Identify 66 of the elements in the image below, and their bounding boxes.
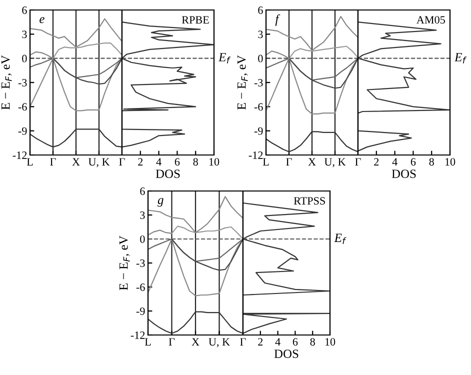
y-tick-label: 3 — [258, 30, 263, 38]
x-axis-title: DOS — [392, 170, 416, 178]
y-tick-label: -12 — [130, 331, 145, 339]
y-tick-label: 3 — [22, 30, 27, 38]
x-tick-label: Γ — [355, 158, 361, 166]
x-tick-label: 10 — [445, 158, 456, 166]
y-tick-label: -6 — [136, 283, 145, 291]
x-tick-label: X — [72, 158, 80, 166]
text: E$_{f}$ — [454, 53, 467, 64]
x-axis-title: DOS — [156, 170, 180, 178]
x-axis-title: DOS — [274, 350, 298, 358]
x-tick-label: 10 — [325, 338, 336, 346]
annotation: g — [158, 198, 164, 207]
x-tick-label: X — [308, 158, 316, 166]
y-tick-label: 3 — [140, 211, 145, 219]
y-tick-label: -6 — [18, 103, 27, 111]
x-tick-label: Γ — [50, 158, 56, 166]
x-tick-label: 8 — [429, 158, 434, 166]
x-tick-label: U, K — [208, 338, 230, 348]
y-axis-title: E − E$_{F}$, eV — [238, 55, 248, 110]
annotation: f — [275, 14, 280, 26]
y-axis-title: E − E$_{F}$, eV — [120, 236, 130, 290]
x-tick-label: 2 — [138, 158, 143, 166]
x-tick-label: U, K — [324, 158, 346, 168]
x-tick-label: 8 — [310, 338, 315, 346]
y-tick-label: -3 — [18, 78, 27, 86]
x-tick-label: 8 — [193, 158, 198, 166]
y-tick-label: 0 — [140, 235, 145, 243]
y-tick-label: 0 — [258, 54, 263, 62]
annotation: e — [40, 17, 44, 24]
x-tick-label: 4 — [392, 158, 398, 166]
annotation: AM05 — [416, 16, 445, 24]
y-tick-label: -6 — [254, 103, 263, 111]
x-tick-label: Γ — [286, 158, 292, 166]
y-tick-label: -9 — [254, 127, 263, 135]
x-tick-label: Γ — [240, 338, 246, 346]
y-tick-label: -12 — [248, 151, 263, 159]
y-tick-label: -12 — [12, 151, 27, 159]
x-tick-label: 2 — [258, 338, 263, 346]
y-tick-label: 6 — [22, 6, 27, 14]
y-tick-label: -3 — [136, 259, 145, 267]
x-tick-label: 2 — [374, 158, 379, 166]
x-tick-label: 6 — [174, 158, 180, 166]
x-tick-label: Γ — [168, 338, 175, 346]
annotation: RPBE — [182, 16, 209, 24]
text: E$_{f}$ — [334, 234, 346, 244]
x-tick-label: L — [262, 158, 269, 166]
x-tick-label: 6 — [292, 338, 298, 346]
x-tick-label: 4 — [156, 158, 162, 166]
y-tick-label: 6 — [258, 6, 263, 14]
y-axis-title: E − E$_{F}$, eV — [2, 55, 12, 110]
y-tick-label: -9 — [18, 127, 27, 135]
y-tick-label: -9 — [136, 307, 145, 315]
x-tick-label: Γ — [119, 158, 125, 166]
x-tick-label: U, K — [88, 158, 110, 168]
x-tick-label: 10 — [209, 158, 220, 166]
text: E$_{f}$ — [218, 53, 231, 64]
x-tick-label: 6 — [410, 158, 416, 166]
y-tick-label: 6 — [140, 187, 145, 195]
y-tick-label: 0 — [22, 54, 27, 62]
x-tick-label: 4 — [275, 338, 280, 346]
x-tick-label: L — [144, 338, 151, 346]
x-tick-label: X — [192, 338, 200, 346]
y-tick-label: -3 — [254, 78, 263, 86]
x-tick-label: L — [26, 158, 33, 166]
annotation: RTPSS — [294, 197, 325, 205]
